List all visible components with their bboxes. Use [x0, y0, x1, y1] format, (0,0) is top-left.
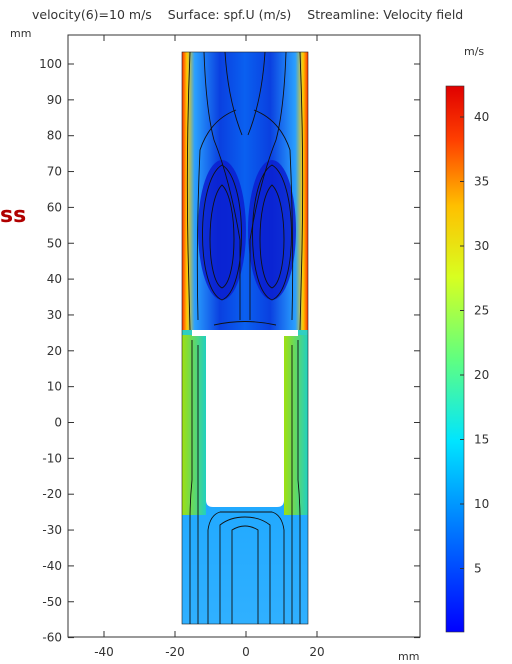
colorbar-unit: m/s — [464, 45, 484, 58]
surface-label: Surface: spf.U (m/s) — [167, 7, 292, 22]
y-tick-label: -30 — [42, 523, 62, 537]
x-axis-ticks: -40 -20 0 20 — [94, 35, 325, 659]
colorbar-tick-label: 25 — [474, 304, 489, 318]
x-axis-unit: mm — [398, 650, 419, 663]
y-tick-label: 90 — [47, 93, 62, 107]
streamline — [189, 340, 193, 624]
streamline — [249, 51, 287, 320]
y-tick-label: -60 — [42, 631, 62, 645]
y-tick-label: 70 — [47, 165, 62, 179]
colorbar-tick-label: 30 — [474, 239, 489, 253]
clipped-overlay-text: ss — [0, 203, 27, 228]
streamline — [196, 109, 237, 321]
obstacle-body — [192, 330, 298, 507]
streamline — [297, 340, 301, 624]
left-gap — [182, 335, 206, 515]
vortex-loop — [259, 184, 285, 289]
streamline — [299, 51, 304, 331]
streamline — [207, 511, 285, 624]
parameter-label: velocity(6)=10 m/s — [32, 7, 152, 22]
colorbar-tick-label: 10 — [474, 497, 489, 511]
y-tick-label: -20 — [42, 487, 62, 501]
y-tick-label: 40 — [47, 272, 62, 286]
streamline — [213, 321, 277, 326]
colorbar-tick-label: 35 — [474, 175, 489, 189]
colorbar-tick-label: 15 — [474, 433, 489, 447]
y-tick-label: 0 — [54, 416, 62, 430]
left-vortex — [198, 160, 246, 300]
y-tick-label: 50 — [47, 236, 62, 250]
right-vortex — [248, 160, 296, 300]
x-tick-label: 0 — [242, 645, 250, 659]
streamlines — [186, 51, 304, 624]
x-tick-label: -40 — [94, 645, 114, 659]
streamline — [224, 51, 243, 136]
vortex-loop — [209, 184, 235, 289]
y-tick-label: 100 — [39, 57, 62, 71]
flow-domain — [181, 51, 309, 625]
streamline — [203, 51, 241, 320]
colorbar-tick-label: 40 — [474, 110, 489, 124]
x-tick-label: -20 — [165, 645, 185, 659]
y-tick-label: -10 — [42, 451, 62, 465]
vortex-loop — [202, 164, 242, 301]
y-tick-label: -40 — [42, 559, 62, 573]
colorbar-tick-label: 5 — [474, 562, 482, 576]
domain-outline — [181, 51, 309, 625]
streamline-label: Streamline: Velocity field — [307, 7, 464, 22]
y-tick-label: 60 — [47, 200, 62, 214]
y-axis-unit: mm — [10, 27, 31, 40]
streamline — [247, 51, 266, 136]
y-tick-label: -50 — [42, 595, 62, 609]
y-tick-label: 10 — [47, 380, 62, 394]
colorbar-ticks: 40 35 30 25 20 15 10 5 — [460, 110, 489, 576]
y-tick-label: 30 — [47, 308, 62, 322]
streamline — [186, 51, 191, 331]
streamline — [231, 525, 259, 624]
plot-title-bar: velocity(6)=10 m/s Surface: spf.U (m/s) … — [32, 7, 475, 22]
colorbar-tick-label: 20 — [474, 368, 489, 382]
streamline — [253, 109, 294, 321]
colorbar — [445, 85, 465, 633]
axis-frame — [67, 34, 421, 638]
vortex-loop — [252, 164, 292, 301]
y-tick-label: 80 — [47, 129, 62, 143]
x-tick-label: 20 — [309, 645, 324, 659]
y-tick-label: 20 — [47, 344, 62, 358]
streamline — [219, 516, 271, 624]
right-gap — [284, 335, 308, 515]
